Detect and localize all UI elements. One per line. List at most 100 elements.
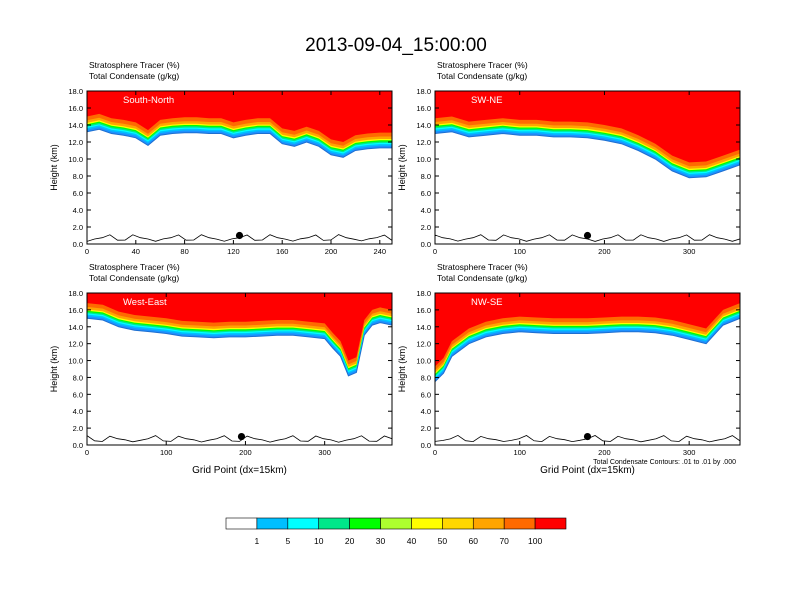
colorbar-box bbox=[380, 517, 412, 530]
colorbar-label: 50 bbox=[438, 536, 448, 546]
y-tick-label: 2.0 bbox=[421, 223, 431, 232]
x-tick-label: 120 bbox=[227, 247, 240, 256]
plot-frame bbox=[434, 292, 741, 446]
panel-west-east: 0.0 2.0 4.0 6.0 8.0 10.0 12.0 14.0 16.0 18.0 0 100 2… bbox=[49, 262, 393, 476]
colorbar-box bbox=[411, 517, 443, 530]
y-tick-label: 14.0 bbox=[68, 121, 83, 130]
x-tick-label: 300 bbox=[683, 247, 696, 256]
y-tick-label: 2.0 bbox=[421, 424, 431, 433]
y-tick-label: 10.0 bbox=[68, 357, 83, 366]
data-field bbox=[435, 91, 740, 242]
y-tick-label: 6.0 bbox=[421, 390, 431, 399]
colorbar-box bbox=[349, 517, 381, 530]
tracer-contour-line bbox=[87, 317, 392, 377]
x-tick-label: 200 bbox=[325, 247, 338, 256]
plot-frame bbox=[86, 292, 393, 446]
colorbar-label: 30 bbox=[376, 536, 386, 546]
y-tick-label: 16.0 bbox=[68, 306, 83, 315]
x-tick-label: 100 bbox=[513, 247, 526, 256]
location-marker bbox=[235, 231, 244, 240]
y-tick-label: 14.0 bbox=[68, 323, 83, 332]
y-tick-label: 14.0 bbox=[416, 323, 431, 332]
colorbar: 1 5 10 20 30 40 50 60 70 100 bbox=[225, 517, 567, 546]
y-tick-label: 18.0 bbox=[416, 87, 431, 96]
colorbar-label: 100 bbox=[528, 536, 542, 546]
plot-frame bbox=[86, 90, 393, 245]
y-tick-label: 14.0 bbox=[416, 121, 431, 130]
y-axis-label: Height (km) bbox=[49, 346, 59, 393]
panels: 0.0 2.0 4.0 6.0 8.0 10.0 12.0 14.0 16.0 18.0 0 40 80… bbox=[49, 60, 741, 476]
x-tick-label: 100 bbox=[513, 448, 526, 457]
panel-title-line-2: Total Condensate (g/kg) bbox=[89, 71, 179, 81]
colorbar-label: 5 bbox=[285, 536, 290, 546]
y-tick-label: 12.0 bbox=[68, 340, 83, 349]
y-axis-label: Height (km) bbox=[49, 144, 59, 191]
x-tick-label: 0 bbox=[433, 448, 437, 457]
condensate-contour bbox=[87, 435, 392, 443]
y-tick-label: 2.0 bbox=[73, 424, 83, 433]
y-tick-label: 2.0 bbox=[73, 223, 83, 232]
x-tick-label: 0 bbox=[433, 247, 437, 256]
panel-title-line-2: Total Condensate (g/kg) bbox=[437, 71, 527, 81]
x-tick-label: 100 bbox=[160, 448, 173, 457]
panel-title-line-1: Stratosphere Tracer (%) bbox=[89, 60, 180, 70]
panel-title-line-2: Total Condensate (g/kg) bbox=[437, 273, 527, 283]
y-tick-label: 18.0 bbox=[68, 289, 83, 298]
x-axis-label: Grid Point (dx=15km) bbox=[540, 465, 635, 476]
colorbar-box bbox=[534, 517, 567, 530]
data-field bbox=[87, 293, 392, 443]
x-tick-label: 0 bbox=[85, 247, 89, 256]
colorbar-box bbox=[318, 517, 350, 530]
y-tick-label: 4.0 bbox=[73, 407, 83, 416]
x-tick-label: 200 bbox=[598, 448, 611, 457]
contour-note: Total Condensate Contours: .01 to .01 by… bbox=[593, 459, 736, 466]
y-tick-label: 4.0 bbox=[421, 407, 431, 416]
colorbar-label: 20 bbox=[345, 536, 355, 546]
plot-frame bbox=[434, 90, 741, 245]
tracer-band bbox=[435, 293, 740, 367]
panel-name: NW-SE bbox=[471, 297, 503, 308]
panel-nw-se: 0.0 2.0 4.0 6.0 8.0 10.0 12.0 14.0 16.0 18.0 0 100 2… bbox=[397, 262, 741, 476]
condensate-contour bbox=[87, 234, 392, 242]
y-tick-label: 0.0 bbox=[73, 240, 83, 249]
y-tick-label: 16.0 bbox=[416, 104, 431, 113]
y-axis-label: Height (km) bbox=[397, 144, 407, 191]
y-tick-label: 12.0 bbox=[416, 138, 431, 147]
colorbar-label: 70 bbox=[499, 536, 509, 546]
x-tick-label: 160 bbox=[276, 247, 289, 256]
x-tick-label: 200 bbox=[598, 247, 611, 256]
x-tick-label: 300 bbox=[318, 448, 331, 457]
y-tick-label: 18.0 bbox=[68, 87, 83, 96]
colorbar-box bbox=[225, 517, 258, 530]
x-tick-label: 300 bbox=[683, 448, 696, 457]
colorbar-box bbox=[442, 517, 474, 530]
y-tick-label: 8.0 bbox=[421, 373, 431, 382]
y-tick-label: 8.0 bbox=[421, 172, 431, 181]
x-tick-label: 0 bbox=[85, 448, 89, 457]
colorbar-box bbox=[256, 517, 289, 530]
location-marker bbox=[583, 231, 592, 240]
y-tick-label: 0.0 bbox=[73, 441, 83, 450]
x-tick-label: 240 bbox=[374, 247, 387, 256]
location-marker bbox=[583, 432, 592, 441]
colorbar-label: 10 bbox=[314, 536, 324, 546]
condensate-contour bbox=[435, 234, 740, 242]
colorbar-label: 40 bbox=[407, 536, 417, 546]
y-tick-label: 10.0 bbox=[68, 155, 83, 164]
y-tick-label: 0.0 bbox=[421, 441, 431, 450]
condensate-contour bbox=[435, 434, 740, 443]
y-tick-label: 4.0 bbox=[73, 206, 83, 215]
y-tick-label: 6.0 bbox=[73, 390, 83, 399]
panel-title-line-1: Stratosphere Tracer (%) bbox=[437, 60, 528, 70]
tracer-contour-line bbox=[435, 317, 740, 383]
y-tick-label: 16.0 bbox=[416, 306, 431, 315]
y-tick-label: 4.0 bbox=[421, 206, 431, 215]
colorbar-box bbox=[503, 517, 536, 530]
y-tick-label: 8.0 bbox=[73, 373, 83, 382]
y-tick-label: 12.0 bbox=[416, 340, 431, 349]
colorbar-box bbox=[287, 517, 320, 530]
y-tick-label: 10.0 bbox=[416, 155, 431, 164]
panel-title-line-1: Stratosphere Tracer (%) bbox=[89, 262, 180, 272]
panel-south-north: 0.0 2.0 4.0 6.0 8.0 10.0 12.0 14.0 16.0 18.0 0 40 80… bbox=[49, 60, 393, 256]
data-field bbox=[435, 293, 740, 443]
